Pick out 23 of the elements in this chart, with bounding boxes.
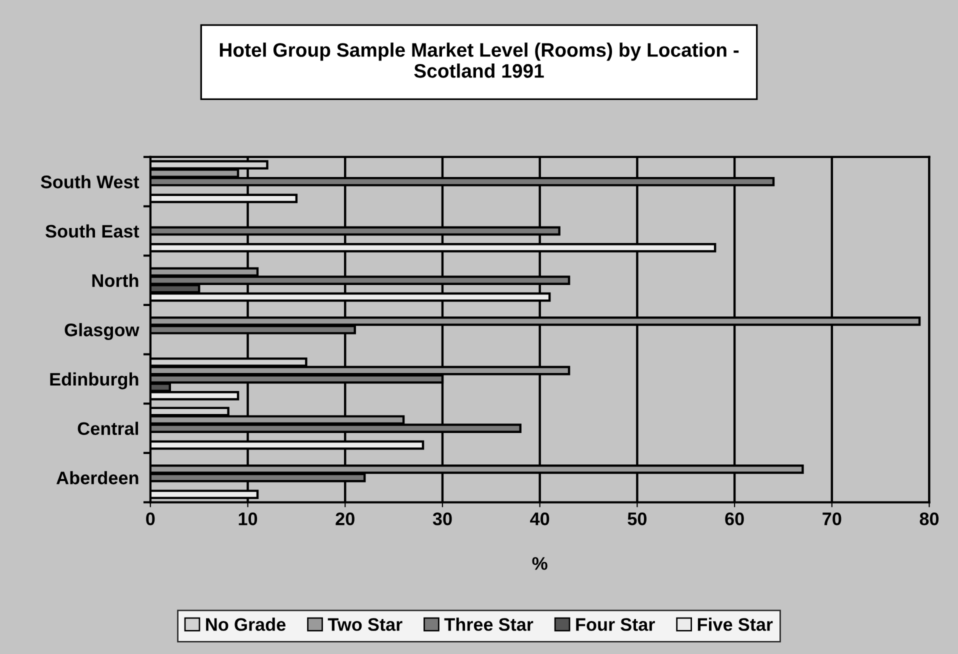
legend-label: Two Star	[328, 618, 402, 631]
chart-title: Hotel Group Sample Market Level (Rooms) by Location - Scotland 1991	[220, 42, 739, 78]
x-tick-label: 80	[920, 512, 939, 526]
x-tick-label: 20	[336, 512, 354, 526]
legend-label: No Grade	[206, 618, 286, 631]
y-tick-label: Central	[78, 422, 138, 435]
y-tick-label: Aberdeen	[56, 471, 138, 484]
legend-label: Five Star	[698, 618, 773, 631]
x-tick-label: 0	[146, 512, 155, 526]
x-tick-label: 40	[530, 512, 550, 526]
y-tick-label: South East	[46, 224, 140, 238]
x-tick-label: 50	[628, 512, 646, 526]
y-tick-label: Glasgow	[64, 323, 140, 340]
x-tick-label: 70	[822, 512, 842, 526]
x-tick-label: 60	[725, 512, 744, 526]
y-tick-label: North	[92, 274, 138, 288]
y-tick-label: South West	[40, 175, 140, 188]
x-tick-label: 30	[432, 512, 452, 526]
y-tick-label: Edinburgh	[50, 372, 138, 390]
x-axis-title: %	[532, 557, 548, 570]
legend-label: Three Star	[444, 618, 534, 631]
x-tick-label: 10	[238, 512, 258, 526]
legend-label: Four Star	[576, 618, 655, 631]
